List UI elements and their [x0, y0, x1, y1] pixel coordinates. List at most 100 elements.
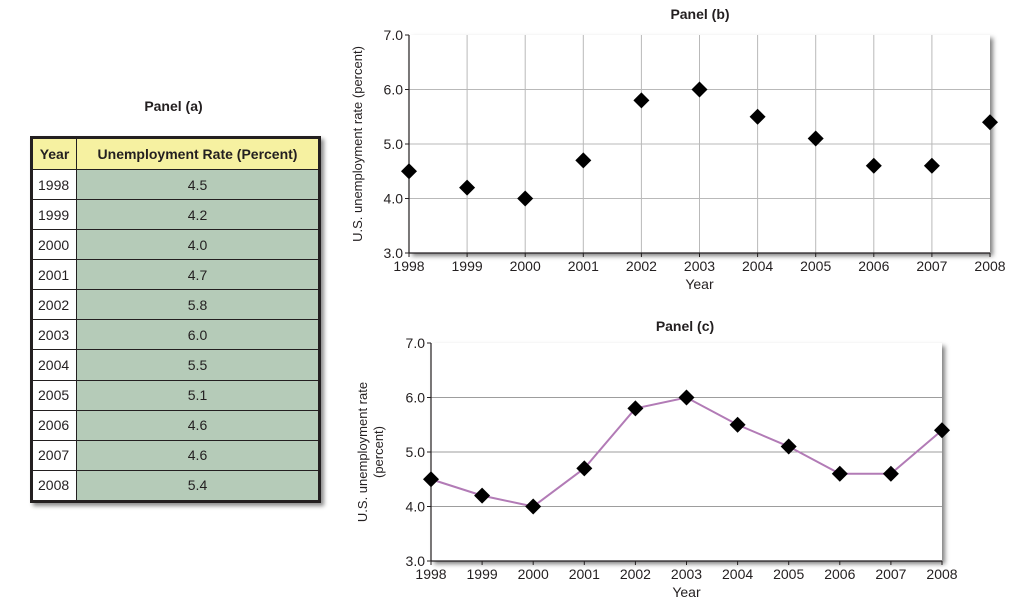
table-row: 1998 4.5: [32, 168, 319, 201]
data-point: [401, 163, 417, 180]
y-tick-label: 3.0: [406, 553, 426, 569]
x-tick-label: 2008: [926, 566, 957, 582]
table-cell-rate: 5.5: [76, 349, 319, 381]
panel-b-chart: 3.0 4.0 5.0 6.0 7.0 1998 1999 2000 2001 2002 2003 2…: [350, 27, 1006, 292]
table-cell-rate: 4.6: [76, 409, 319, 441]
data-point: [780, 438, 797, 455]
y-tick-label: 6.0: [384, 82, 404, 98]
x-tick-label: 1998: [393, 258, 424, 274]
x-tick-label: 2006: [824, 566, 855, 582]
y-axis-label: (percent): [371, 426, 386, 478]
table-row: 2004 5.5: [32, 349, 319, 381]
table-cell-rate: 4.2: [76, 199, 319, 231]
data-point: [517, 190, 534, 207]
y-tick-label: 6.0: [406, 390, 426, 406]
data-point: [982, 114, 998, 131]
table-row: 2003 6.0: [32, 319, 319, 351]
y-tick-label: 3.0: [384, 245, 404, 261]
table-cell-year: 2000: [32, 229, 77, 261]
data-point: [923, 157, 940, 174]
y-tick-label: 5.0: [384, 136, 404, 152]
y-tick-label: 7.0: [384, 27, 404, 43]
x-tick-label: 2004: [722, 566, 753, 582]
x-tick-label: 2003: [684, 258, 715, 274]
table-row: 2006 4.6: [32, 409, 319, 441]
table-cell-rate: 4.5: [76, 168, 319, 201]
table-row: 1999 4.2: [32, 199, 319, 231]
header-year: Year: [32, 138, 77, 170]
data-point: [575, 152, 592, 169]
x-tick-label: 2007: [916, 258, 947, 274]
y-axis-label: U.S. unemployment rate (percent): [350, 46, 365, 242]
table-header-row: Year Unemployment Rate (Percent): [32, 138, 319, 170]
data-point: [423, 471, 439, 488]
y-tick-label: 5.0: [406, 444, 426, 460]
data-point: [474, 487, 491, 504]
table-cell-year: 2004: [32, 349, 77, 381]
table-cell-rate: 5.8: [76, 289, 319, 321]
y-tick-label: 4.0: [384, 191, 404, 207]
table-cell-year: 1999: [32, 199, 77, 231]
data-point: [934, 422, 950, 439]
data-point: [865, 157, 882, 174]
x-tick-label: 2000: [510, 258, 541, 274]
data-point: [633, 92, 650, 109]
table-row: 2005 5.1: [32, 379, 319, 411]
y-tick-label: 4.0: [406, 499, 426, 515]
x-axis-label: Year: [672, 584, 701, 600]
table-cell-year: 2002: [32, 289, 77, 321]
x-tick-label: 1998: [415, 566, 446, 582]
x-tick-label: 2008: [974, 258, 1005, 274]
data-point: [882, 465, 899, 482]
x-tick-label: 2000: [518, 566, 549, 582]
x-tick-label: 2003: [671, 566, 702, 582]
panel-b-title: Panel (b): [670, 6, 730, 22]
data-point: [691, 81, 708, 98]
x-axis-label: Year: [685, 276, 714, 292]
x-tick-label: 2005: [773, 566, 804, 582]
x-tick-label: 2004: [742, 258, 773, 274]
x-tick-label: 2001: [569, 566, 600, 582]
data-point: [576, 460, 593, 477]
table-cell-rate: 5.4: [76, 469, 319, 502]
x-tick-label: 2002: [620, 566, 651, 582]
table-cell-year: 2001: [32, 259, 77, 291]
x-tick-label: 2001: [568, 258, 599, 274]
data-point: [678, 389, 695, 406]
table-cell-year: 2007: [32, 439, 77, 471]
panel-c-chart: 3.0 4.0 5.0 6.0 7.0 1998 1999 2000 2001 2002 2003 2…: [355, 335, 958, 600]
x-tick-label: 1999: [467, 566, 498, 582]
table-row: 2000 4.0: [32, 229, 319, 261]
table-cell-year: 2005: [32, 379, 77, 411]
data-point: [749, 108, 766, 125]
table-cell-rate: 5.1: [76, 379, 319, 411]
data-point: [807, 130, 824, 147]
table-row: 2008 5.4: [32, 469, 319, 502]
table-row: 2002 5.8: [32, 289, 319, 321]
data-point: [459, 179, 476, 196]
table-cell-rate: 4.6: [76, 439, 319, 471]
table-cell-year: 1998: [32, 168, 77, 201]
data-table: Year Unemployment Rate (Percent) 1998 4.5…: [32, 138, 319, 502]
data-point: [627, 400, 644, 417]
table-cell-year: 2006: [32, 409, 77, 441]
x-tick-label: 1999: [452, 258, 483, 274]
header-rate: Unemployment Rate (Percent): [76, 138, 319, 170]
table-cell-year: 2003: [32, 319, 77, 351]
table-row: 2007 4.6: [32, 439, 319, 471]
unemployment-table: Year Unemployment Rate (Percent) 1998 4.5…: [30, 136, 321, 503]
x-tick-label: 2002: [626, 258, 657, 274]
data-point: [729, 416, 746, 433]
table-cell-rate: 4.0: [76, 229, 319, 261]
x-tick-label: 2005: [800, 258, 831, 274]
table-cell-rate: 4.7: [76, 259, 319, 291]
y-tick-label: 7.0: [406, 335, 426, 351]
table-cell-year: 2008: [32, 469, 77, 502]
x-tick-label: 2006: [858, 258, 889, 274]
panel-a-title: Panel (a): [144, 98, 203, 114]
data-point: [831, 465, 848, 482]
x-tick-label: 2007: [875, 566, 906, 582]
data-point: [525, 498, 542, 515]
table-row: 2001 4.7: [32, 259, 319, 291]
